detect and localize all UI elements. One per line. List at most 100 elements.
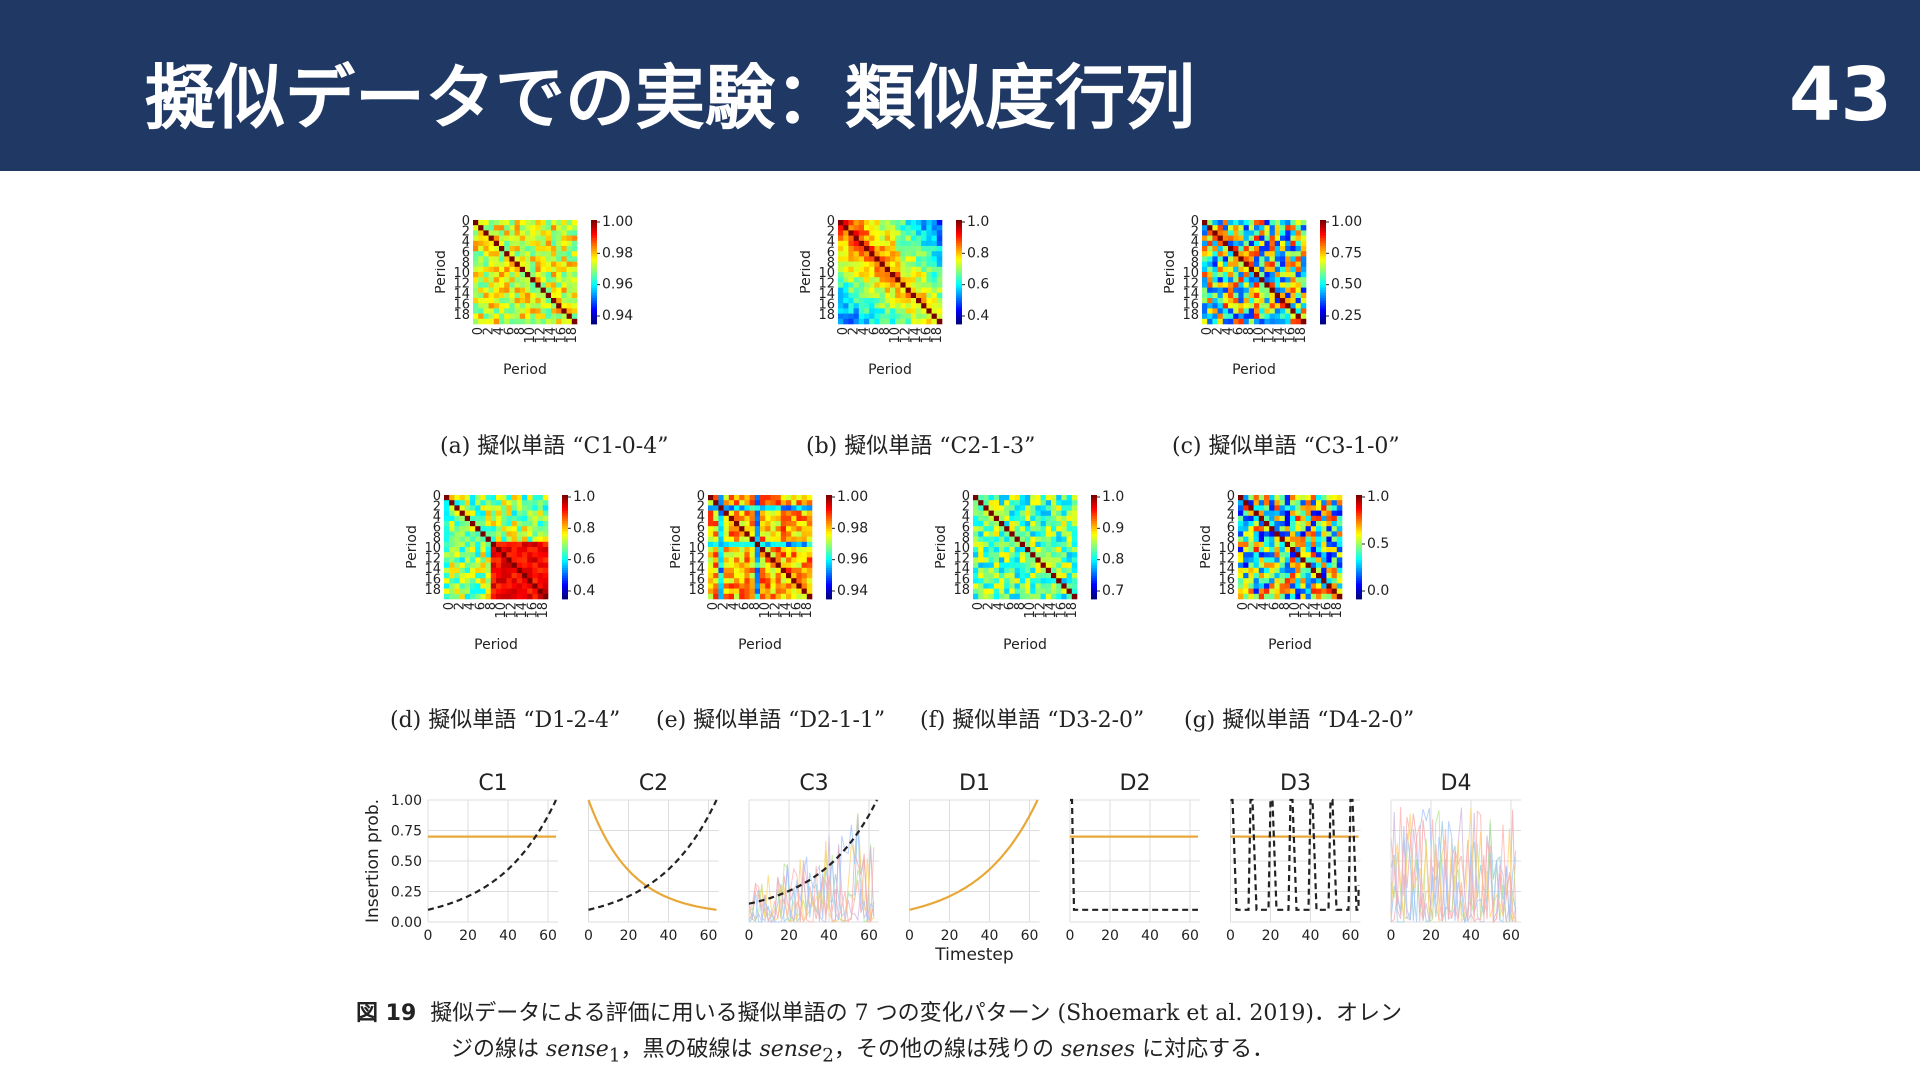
heatmap-cell — [728, 531, 735, 537]
heatmap-cell — [744, 583, 750, 589]
heatmap-cell — [1030, 521, 1036, 527]
heatmap-cell — [983, 547, 989, 553]
heatmap-cell — [1326, 552, 1332, 558]
heatmap-cell — [739, 526, 745, 532]
heatmap-cell — [1259, 303, 1265, 309]
heatmap-cell — [532, 515, 538, 522]
heatmap-cell — [1248, 567, 1254, 574]
heatmap-cell — [1331, 541, 1338, 548]
heatmap-cell — [1228, 277, 1234, 283]
heatmap-cell — [483, 313, 489, 320]
heatmap-cell — [473, 251, 479, 257]
heatmap-cell — [713, 557, 719, 563]
heatmap-cell — [1264, 552, 1270, 558]
heatmap-cell — [1035, 557, 1041, 563]
heatmap-cell — [853, 303, 860, 309]
heatmap-cell — [1274, 526, 1280, 532]
heatmap-cell — [890, 298, 896, 304]
heatmap-cell — [525, 261, 531, 268]
heatmap-cell — [843, 230, 849, 236]
heatmap-cell — [1321, 583, 1327, 589]
heatmap-cell — [1264, 562, 1270, 569]
heatmap-cell — [838, 298, 844, 304]
heatmap-cell — [1331, 573, 1338, 579]
heatmap-cell — [796, 526, 802, 532]
heatmap-cell — [532, 588, 538, 595]
heatmap-cell — [801, 531, 808, 537]
heatmap-cell — [770, 531, 776, 537]
heatmap-cell — [1061, 505, 1067, 511]
heatmap-cell — [718, 526, 724, 532]
heatmap-cell — [905, 266, 912, 273]
heatmap-cell — [1316, 505, 1322, 511]
heatmap-cell — [1238, 557, 1244, 563]
heatmap-cell — [796, 588, 802, 595]
heatmap-cell — [1212, 266, 1218, 273]
x-tick-label: 16 — [1054, 602, 1069, 619]
colorbar-segment — [1320, 321, 1326, 325]
heatmap-cell — [1258, 526, 1265, 532]
heatmap-cell — [1295, 510, 1301, 517]
y-tick-label: 16 — [953, 572, 970, 587]
heatmap-cell — [1336, 526, 1343, 532]
heatmap-cell — [1243, 220, 1250, 226]
heatmap-cell — [540, 298, 547, 304]
colorbar — [956, 220, 962, 325]
heatmap-cell — [556, 272, 562, 278]
heatmap-cell — [504, 277, 510, 283]
heatmap-cell — [1259, 225, 1265, 231]
heatmap-cell — [1238, 261, 1244, 268]
heatmap-cell — [1280, 313, 1286, 320]
slide-title: 擬似データでの実験：類似度行列 — [145, 57, 1195, 139]
heatmap-cell — [519, 277, 526, 283]
heatmap-cell — [459, 526, 466, 532]
heatmap-cell — [475, 578, 481, 584]
heatmap-cell — [475, 583, 481, 589]
heatmap-f: 024681012141618024681012141618PeriodPeri… — [935, 489, 1124, 653]
heatmap-cell — [1207, 246, 1213, 252]
y-tick-label: 8 — [827, 256, 835, 271]
heatmap-cell — [1316, 583, 1322, 589]
colorbar-segment — [591, 230, 597, 234]
heatmap-cell — [853, 272, 860, 278]
heatmap-cell — [1295, 303, 1302, 309]
colorbar-segment — [1356, 539, 1362, 543]
heatmap-cell — [478, 277, 484, 283]
heatmap-cell — [556, 261, 562, 268]
heatmap-cell — [1248, 261, 1255, 268]
heatmap-cell — [514, 220, 521, 226]
heatmap-cell — [1222, 220, 1229, 226]
heatmap-cell — [540, 282, 547, 288]
heatmap-cell — [485, 495, 492, 501]
heatmap-cell — [1285, 292, 1291, 299]
heatmap-cell — [1014, 541, 1021, 548]
heatmap-cell — [499, 318, 505, 325]
heatmap-cell — [478, 235, 484, 242]
heatmap-cell — [1228, 318, 1234, 325]
heatmap-cell — [530, 266, 536, 273]
heatmap-cell — [936, 313, 943, 320]
heatmap-cell — [786, 588, 792, 595]
heatmap-cell — [1305, 552, 1312, 558]
heatmap-cell — [1009, 578, 1015, 584]
heatmap-cell — [926, 220, 932, 226]
x-tick-label: 8 — [1278, 602, 1293, 610]
heatmap-cell — [1285, 277, 1291, 283]
colorbar-segment — [956, 243, 962, 247]
heatmap-cell — [864, 318, 870, 325]
heatmap-cell — [1259, 272, 1265, 278]
heatmap-cell — [1248, 541, 1254, 548]
heatmap-cell — [1264, 526, 1270, 532]
heatmap-cell — [1254, 251, 1260, 257]
heatmap-cell — [530, 235, 536, 242]
colorbar-segment — [1356, 549, 1362, 553]
x-tick-label: 0 — [424, 928, 433, 944]
heatmap-cell — [858, 277, 865, 283]
heatmap-cell — [527, 541, 533, 548]
heatmap-cell — [551, 313, 557, 320]
heatmap-cell — [1035, 573, 1041, 579]
heatmap-cell — [470, 562, 476, 569]
heatmap-cell — [1217, 240, 1224, 247]
heatmap-cell — [1004, 510, 1010, 517]
x-tick-label: 2 — [847, 327, 862, 335]
